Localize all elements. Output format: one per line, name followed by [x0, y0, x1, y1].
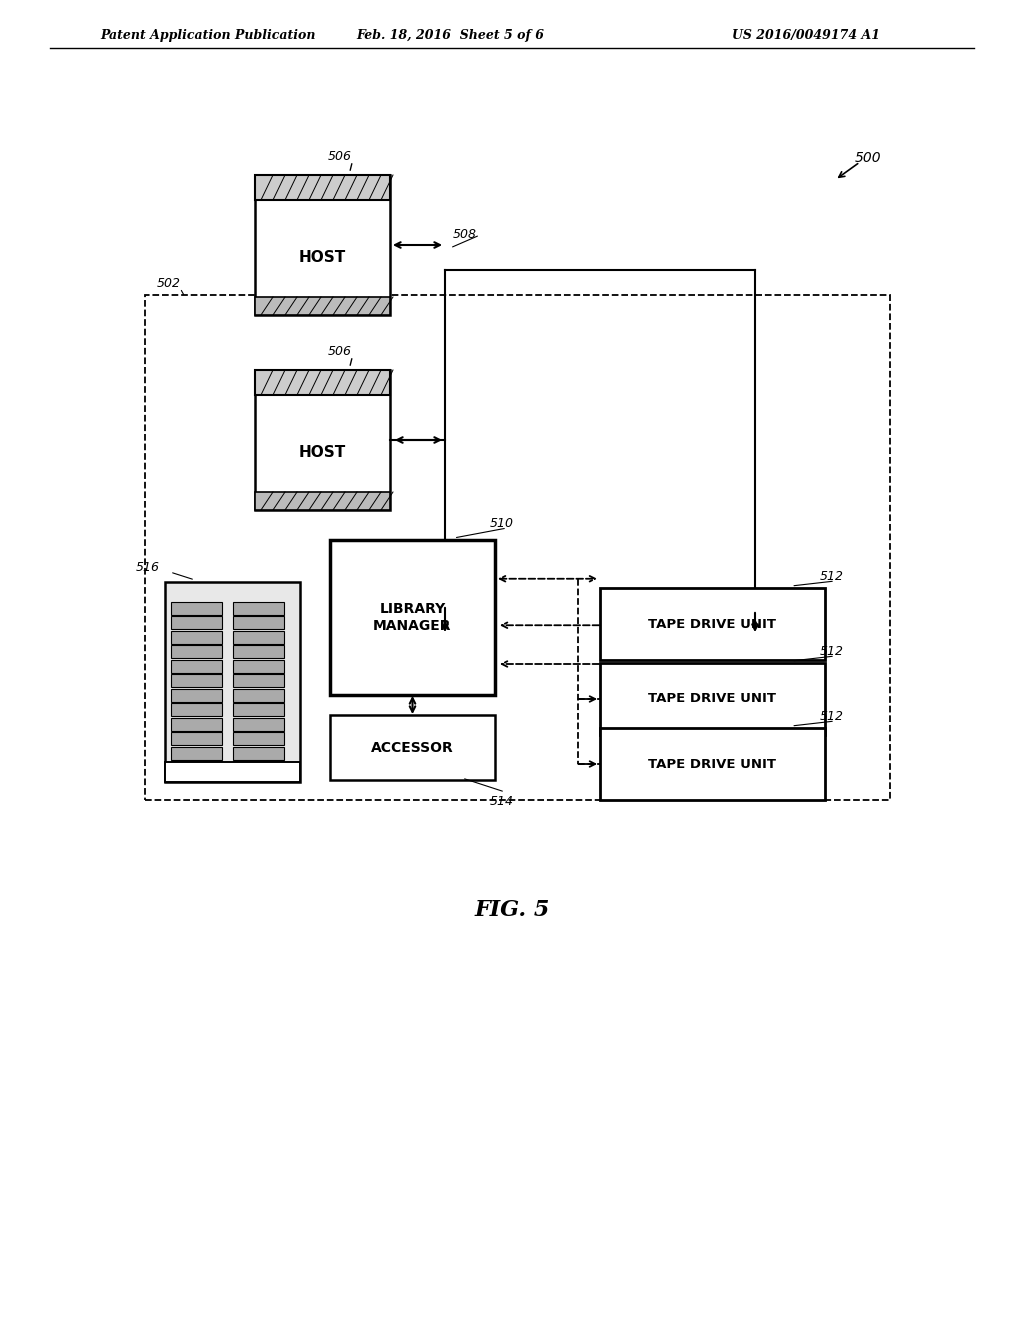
Text: 502: 502 — [157, 277, 181, 290]
FancyBboxPatch shape — [171, 718, 222, 730]
FancyBboxPatch shape — [255, 370, 390, 510]
Text: TAPE DRIVE UNIT: TAPE DRIVE UNIT — [648, 758, 776, 771]
FancyBboxPatch shape — [171, 747, 222, 759]
FancyBboxPatch shape — [232, 660, 284, 672]
Text: 508: 508 — [453, 228, 477, 242]
Text: 506: 506 — [328, 150, 351, 162]
FancyBboxPatch shape — [600, 663, 825, 735]
Text: Feb. 18, 2016  Sheet 5 of 6: Feb. 18, 2016 Sheet 5 of 6 — [356, 29, 544, 41]
Text: FIG. 5: FIG. 5 — [474, 899, 550, 921]
FancyBboxPatch shape — [600, 729, 825, 800]
FancyBboxPatch shape — [171, 631, 222, 644]
Text: 506: 506 — [328, 345, 351, 358]
FancyBboxPatch shape — [165, 582, 300, 781]
FancyBboxPatch shape — [232, 733, 284, 744]
Text: 516: 516 — [136, 561, 160, 574]
FancyBboxPatch shape — [171, 645, 222, 657]
FancyBboxPatch shape — [330, 540, 495, 696]
Text: HOST: HOST — [299, 249, 346, 265]
Text: 512: 512 — [820, 710, 844, 723]
Text: 512: 512 — [820, 645, 844, 657]
FancyBboxPatch shape — [165, 762, 300, 781]
FancyBboxPatch shape — [600, 587, 825, 660]
FancyBboxPatch shape — [171, 602, 222, 615]
FancyBboxPatch shape — [232, 616, 284, 630]
FancyBboxPatch shape — [171, 616, 222, 630]
FancyBboxPatch shape — [255, 370, 390, 395]
FancyBboxPatch shape — [171, 689, 222, 701]
FancyBboxPatch shape — [171, 704, 222, 715]
Text: HOST: HOST — [299, 445, 346, 459]
FancyBboxPatch shape — [232, 602, 284, 615]
FancyBboxPatch shape — [255, 176, 390, 201]
Text: 500: 500 — [855, 150, 882, 165]
FancyBboxPatch shape — [232, 762, 284, 774]
Text: TAPE DRIVE UNIT: TAPE DRIVE UNIT — [648, 693, 776, 705]
FancyBboxPatch shape — [255, 176, 390, 315]
FancyBboxPatch shape — [232, 689, 284, 701]
Text: 510: 510 — [490, 517, 514, 531]
Text: ACCESSOR: ACCESSOR — [371, 741, 454, 755]
FancyBboxPatch shape — [255, 492, 390, 510]
Text: US 2016/0049174 A1: US 2016/0049174 A1 — [732, 29, 880, 41]
FancyBboxPatch shape — [232, 747, 284, 759]
Text: 512: 512 — [820, 570, 844, 583]
FancyBboxPatch shape — [232, 718, 284, 730]
FancyBboxPatch shape — [232, 631, 284, 644]
FancyBboxPatch shape — [232, 675, 284, 686]
Text: TAPE DRIVE UNIT: TAPE DRIVE UNIT — [648, 618, 776, 631]
FancyBboxPatch shape — [232, 704, 284, 715]
FancyBboxPatch shape — [232, 645, 284, 657]
FancyBboxPatch shape — [171, 762, 222, 774]
Text: Patent Application Publication: Patent Application Publication — [100, 29, 315, 41]
FancyBboxPatch shape — [171, 733, 222, 744]
Text: LIBRARY
MANAGER: LIBRARY MANAGER — [374, 602, 452, 632]
FancyBboxPatch shape — [171, 675, 222, 686]
FancyBboxPatch shape — [171, 660, 222, 672]
FancyBboxPatch shape — [255, 297, 390, 315]
FancyBboxPatch shape — [330, 715, 495, 780]
Text: 514: 514 — [490, 795, 514, 808]
